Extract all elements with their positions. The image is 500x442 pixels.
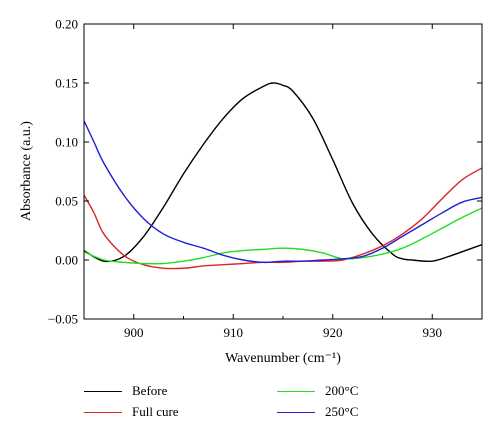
y-tick-label: 0.15 [55,76,78,91]
legend-label-200c: 200°C [325,383,359,398]
plot-frame [83,23,483,320]
x-tick-label: 930 [423,325,443,340]
x-tick-label: 910 [224,325,244,340]
legend-swatch-full-cure [84,412,122,413]
legend-label-250c: 250°C [325,404,359,419]
series-250c-line [84,120,482,264]
legend-swatch-250c [277,412,315,413]
y-axis-label: Absorbance (a.u.) [19,121,34,221]
series-before-line [84,82,482,263]
y-tick-label: 0.05 [55,194,78,209]
y-tick-label: 0.00 [55,253,78,268]
legend-label-before: Before [132,383,168,398]
x-tick-label: 900 [124,325,144,340]
y-tick-label: 0.20 [55,17,78,32]
y-tick-label: −0.05 [48,312,78,327]
series-200c-line [84,207,482,265]
legend-label-full-cure: Full cure [132,404,179,419]
legend-swatch-200c [277,391,315,392]
x-axis-label: Wavenumber (cm⁻¹) [225,351,341,366]
x-tick-label: 920 [323,325,343,340]
y-tick-label: 0.10 [55,135,78,150]
legend-swatch-before [84,391,122,392]
